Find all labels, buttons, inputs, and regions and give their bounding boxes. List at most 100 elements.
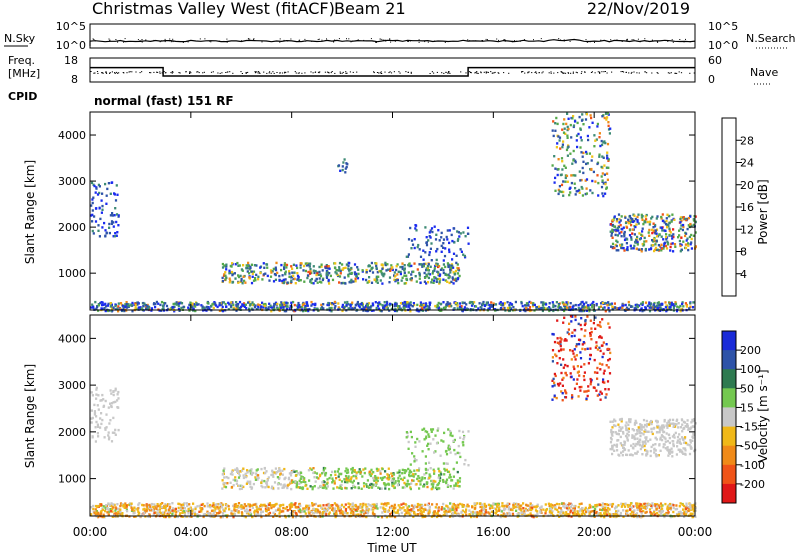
velocity-cell (674, 425, 677, 428)
velocity-cell (671, 455, 674, 458)
power-cell (433, 225, 436, 228)
power-cell (272, 305, 275, 308)
power-cell (435, 263, 438, 267)
velocity-cell (365, 505, 368, 509)
velocity-cell (438, 487, 441, 490)
power-cell (418, 263, 421, 266)
power-cell (654, 246, 658, 250)
power-cell (637, 248, 640, 251)
search-noise-dot (370, 38, 372, 40)
search-noise-dot (434, 40, 435, 42)
power-cell (316, 272, 319, 275)
velocity-cell (432, 479, 435, 483)
power-cell (111, 212, 114, 215)
power-cell (281, 274, 284, 277)
velocity-cell (164, 509, 167, 512)
power-cell (248, 300, 251, 304)
power-cell (501, 304, 504, 307)
velocity-cell (111, 515, 114, 518)
power-cell (240, 277, 243, 281)
power-cell (356, 266, 359, 269)
nave-dot (389, 71, 391, 73)
velocity-cell (405, 483, 408, 486)
search-noise-dot (589, 41, 591, 43)
search-noise-dot (626, 39, 628, 41)
power-cell (569, 302, 572, 305)
power-cell (672, 304, 676, 307)
power-cell (404, 282, 408, 285)
velocity-cell (642, 440, 645, 444)
power-cell (584, 192, 587, 196)
velocity-cell (327, 504, 330, 507)
velocity-cell (298, 473, 301, 476)
velocity-cell (563, 316, 566, 319)
velocity-cell (369, 474, 372, 478)
nave-dot (476, 71, 478, 73)
search-noise-dot (562, 40, 564, 41)
power-cell (490, 301, 493, 304)
power-cell (131, 310, 134, 313)
power-cell (641, 230, 644, 233)
velocity-cell (676, 441, 679, 444)
power-cell (172, 302, 175, 306)
power-cell (242, 275, 245, 278)
power-cell (456, 263, 459, 266)
velocity-cell (606, 380, 610, 383)
power-cell (660, 247, 664, 250)
velocity-cell (391, 475, 394, 478)
velocity-cell (434, 480, 437, 483)
power-cell (301, 303, 305, 307)
velocity-cell (573, 328, 576, 332)
velocity-cell (227, 476, 230, 480)
velocity-cell (374, 483, 377, 486)
velocity-cell (397, 479, 400, 482)
search-noise-dot (424, 41, 426, 43)
power-cell (630, 223, 633, 227)
velocity-cell (575, 345, 578, 348)
velocity-cell (580, 502, 583, 505)
power-cell (428, 231, 431, 234)
power-cell (453, 241, 456, 244)
velocity-cell (658, 444, 661, 447)
power-cell (546, 307, 549, 310)
power-cell (541, 304, 544, 307)
power-cell (302, 309, 305, 313)
velocity-cell (666, 507, 669, 510)
power-cell (661, 219, 664, 223)
velocity-cell (691, 419, 694, 423)
power-cell (561, 145, 564, 149)
velocity-cell (242, 474, 245, 477)
power-cell (579, 179, 582, 182)
power-cell (656, 248, 659, 252)
power-cell (90, 214, 93, 217)
velocity-cell (569, 510, 572, 514)
power-cell (334, 305, 337, 308)
power-cell (280, 268, 283, 272)
power-cell (146, 304, 149, 308)
velocity-cell (448, 476, 451, 479)
velocity-cell (340, 480, 344, 483)
power-cell (108, 226, 111, 229)
power-cell (437, 229, 440, 232)
velocity-cell (285, 505, 289, 509)
velocity-cell (652, 443, 655, 447)
velocity-cell (512, 513, 515, 517)
power-cell (388, 281, 391, 284)
power-cell (592, 170, 595, 174)
velocity-cell (560, 363, 563, 366)
power-cell (672, 250, 675, 253)
velocity-cell (634, 433, 637, 436)
nave-dot (247, 71, 249, 73)
search-noise-dot (169, 38, 171, 40)
velocity-cell (627, 449, 630, 452)
power-cell (309, 262, 312, 265)
power-cell (613, 302, 616, 305)
power-cell (458, 305, 462, 308)
power-cell (187, 306, 190, 309)
velocity-cell (561, 384, 564, 387)
power-cell (557, 304, 560, 307)
power-cell (428, 235, 431, 238)
power-cell (221, 266, 225, 269)
velocity-cell (131, 508, 134, 512)
power-cell (538, 305, 541, 308)
